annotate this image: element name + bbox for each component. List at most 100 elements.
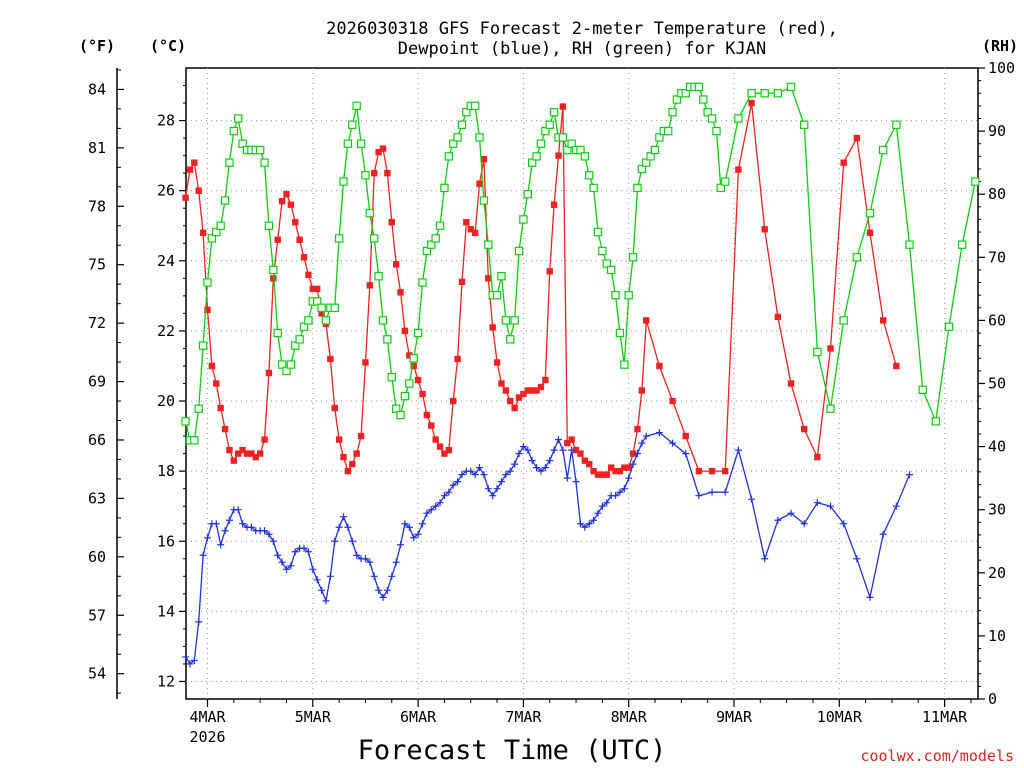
temperature-point bbox=[761, 226, 768, 233]
plot-frame bbox=[185, 67, 979, 700]
temperature-point bbox=[441, 450, 448, 457]
rh-point bbox=[519, 215, 528, 224]
dewpoint-point bbox=[550, 446, 558, 454]
dewpoint-point bbox=[335, 523, 343, 531]
temperature-point bbox=[331, 404, 338, 412]
rh-point bbox=[589, 183, 598, 193]
dewpoint-point bbox=[533, 464, 541, 472]
rh-point bbox=[321, 316, 331, 325]
temperature-point bbox=[278, 198, 286, 205]
rh-point bbox=[203, 278, 212, 287]
temperature-point bbox=[392, 261, 400, 268]
rh-point bbox=[773, 89, 783, 98]
rh-point bbox=[944, 322, 954, 331]
temperature-point bbox=[401, 327, 409, 335]
rh-point bbox=[431, 234, 440, 243]
grid-lines bbox=[186, 68, 978, 699]
temperature-point bbox=[287, 201, 295, 208]
fahrenheit-tick-label: 81 bbox=[88, 139, 106, 157]
rh-point bbox=[747, 89, 756, 98]
dewpoint-point bbox=[436, 499, 444, 507]
dewpoint-point bbox=[568, 446, 576, 454]
dewpoint-point bbox=[638, 439, 646, 447]
x-tick-label: 7MAR bbox=[505, 708, 542, 726]
rh-point bbox=[712, 126, 721, 136]
dewpoint-point bbox=[217, 541, 225, 549]
temperature-point bbox=[450, 397, 457, 405]
temperature-point bbox=[388, 219, 395, 226]
dewpoint-point bbox=[590, 516, 598, 524]
temperature-point bbox=[638, 387, 646, 394]
dewpoint-point bbox=[489, 492, 497, 500]
dewpoint-point bbox=[418, 520, 426, 528]
x-tick-label: 8MAR bbox=[611, 708, 648, 726]
rh-point bbox=[374, 272, 383, 281]
dewpoint-point bbox=[581, 523, 589, 531]
rh-point bbox=[479, 196, 489, 205]
dewpoint-point bbox=[269, 537, 277, 545]
temperature-point bbox=[787, 380, 795, 387]
rh-point bbox=[799, 120, 809, 129]
dewpoint-point bbox=[555, 436, 562, 444]
rh-point bbox=[532, 152, 541, 161]
rh-point bbox=[527, 158, 537, 167]
dewpoint-point bbox=[221, 527, 229, 535]
temperature-point bbox=[594, 471, 602, 478]
fahrenheit-tick-label: 78 bbox=[88, 197, 106, 215]
dewpoint-point bbox=[326, 572, 334, 580]
temperature-point bbox=[204, 306, 211, 314]
temperature-point bbox=[463, 219, 470, 226]
x-tick-label: 9MAR bbox=[716, 708, 753, 726]
temperature-point bbox=[199, 229, 207, 236]
celsius-tick-label: 20 bbox=[157, 392, 175, 410]
rh-point bbox=[663, 126, 673, 136]
dewpoint-point bbox=[344, 523, 352, 531]
temperature-point bbox=[515, 394, 523, 401]
temperature-point bbox=[419, 390, 426, 398]
dewpoint-point bbox=[813, 499, 821, 507]
rh-point bbox=[462, 107, 471, 117]
temperature-point bbox=[313, 285, 321, 293]
rh-point bbox=[567, 139, 576, 148]
rh-point bbox=[418, 278, 427, 287]
temperature-point bbox=[616, 467, 624, 475]
dewpoint-point bbox=[340, 513, 348, 521]
rh-point bbox=[299, 322, 309, 331]
rh-point bbox=[563, 145, 572, 155]
dewpoint-point bbox=[454, 478, 462, 486]
rh-point bbox=[593, 227, 603, 237]
temperature-point bbox=[586, 460, 593, 468]
temperature-point bbox=[235, 450, 242, 457]
rh-point bbox=[330, 303, 339, 312]
rh-point bbox=[343, 139, 353, 148]
rh-point bbox=[449, 139, 458, 148]
rh-point bbox=[339, 177, 348, 186]
rh-point bbox=[413, 328, 423, 338]
temperature-point bbox=[603, 471, 610, 478]
rh-point bbox=[444, 152, 454, 161]
dewpoint-point bbox=[366, 558, 374, 566]
dewpoint-point bbox=[853, 555, 861, 563]
rh-point bbox=[931, 417, 941, 426]
temperature-point bbox=[349, 460, 356, 468]
temperature-point bbox=[300, 254, 308, 261]
temperature-point bbox=[248, 450, 255, 457]
dewpoint-line bbox=[185, 431, 911, 665]
dewpoint-point bbox=[427, 506, 435, 514]
dewpoint-point bbox=[511, 460, 519, 468]
temperature-point bbox=[226, 446, 233, 454]
rh-point bbox=[681, 89, 690, 98]
rh-tick-label: 70 bbox=[988, 248, 1006, 266]
rh-point bbox=[334, 234, 344, 243]
rh-point bbox=[497, 272, 506, 281]
temperature-point bbox=[221, 425, 229, 433]
rh-point bbox=[229, 126, 239, 136]
celsius-tick-label: 28 bbox=[157, 112, 175, 130]
dewpoint-point bbox=[304, 548, 312, 556]
temperature-point bbox=[827, 345, 834, 352]
dewpoint-point bbox=[182, 653, 190, 661]
rh-point bbox=[317, 303, 326, 312]
rh-point bbox=[312, 297, 322, 306]
celsius-tick-label: 22 bbox=[157, 322, 175, 340]
